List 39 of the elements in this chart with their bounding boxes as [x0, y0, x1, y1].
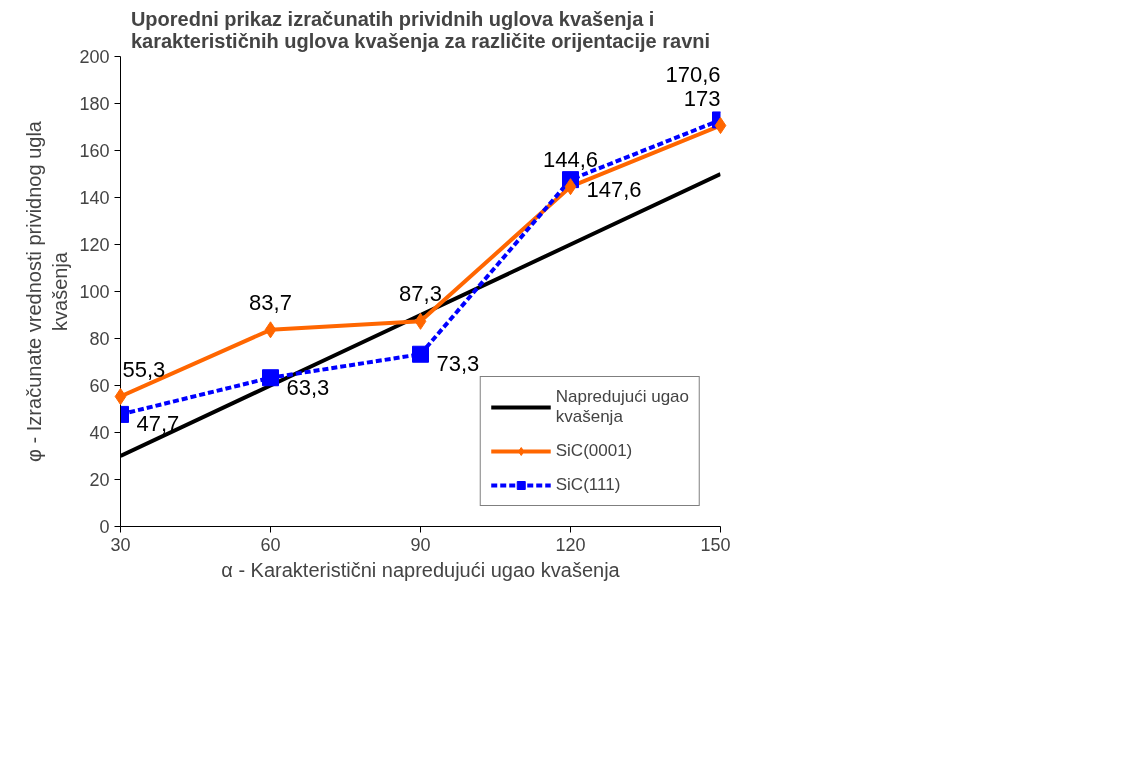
data-label: 144,6	[542, 146, 599, 172]
point	[714, 117, 727, 135]
data-label: 73,3	[436, 351, 480, 377]
y-tick-label: 120	[79, 235, 110, 255]
point	[264, 321, 277, 339]
data-label: 170,6	[665, 61, 721, 87]
data-label: 87,3	[399, 281, 442, 307]
y-tick-label: 200	[79, 47, 110, 67]
chart-title: Uporedni prikaz izračunatih prividnih uglova kvašenja i karakterističnih uglova kvašenja za različite orijentacije ravni	[130, 7, 711, 52]
y-axis-title: φ - Izračunate vrednosti prividnog ugla kvašenja	[23, 120, 72, 462]
y-tick-label: 180	[79, 94, 110, 114]
point	[412, 345, 429, 363]
legend-label: SiC(0001)	[555, 441, 633, 461]
data-label: 47,7	[136, 411, 180, 437]
legend-label: SiC(111)	[555, 475, 621, 495]
data-label: 147,6	[586, 176, 642, 202]
x-axis-title: α - Karakteristični napredujući ugao kvašenja	[221, 558, 621, 581]
data-label: 55,3	[122, 356, 166, 382]
y-tick-label: 60	[89, 376, 110, 396]
data-label: 173	[683, 85, 721, 111]
y-tick-label: 0	[99, 517, 110, 537]
x-tick-label: 60	[260, 534, 281, 555]
x-tick-label: 120	[555, 534, 586, 555]
point	[262, 369, 279, 387]
data-label: 63,3	[286, 374, 330, 400]
point	[414, 312, 427, 330]
x-tick-label: 30	[110, 534, 131, 555]
y-tick-label: 100	[79, 282, 110, 302]
y-tick-label: 160	[79, 141, 110, 161]
y-tick-label: 140	[79, 188, 110, 208]
x-tick-label: 150	[700, 534, 731, 555]
data-label: 83,7	[249, 289, 292, 315]
point	[564, 178, 577, 196]
y-tick-label: 40	[89, 423, 110, 443]
point	[114, 388, 127, 406]
legend-label: Napredujući ugao kvašenja	[555, 387, 689, 427]
x-tick-label: 90	[410, 534, 431, 555]
y-tick-label: 20	[89, 470, 110, 490]
y-tick-label: 80	[89, 329, 110, 349]
